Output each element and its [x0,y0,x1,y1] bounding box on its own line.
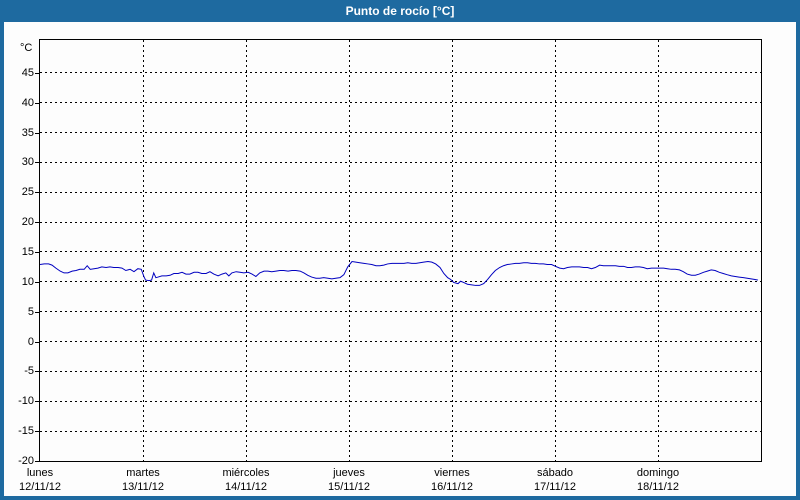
day-date: 15/11/12 [327,481,370,493]
x-day-label: martes 13/11/12 [88,466,198,494]
day-name: domingo [636,467,680,479]
day-date: 12/11/12 [18,481,61,493]
y-axis-tick [35,222,40,224]
y-tick-label: -15 [18,425,34,438]
plot-inner [40,40,761,461]
y-tick-label: 15 [21,245,34,258]
chart-canvas: °C 45 40 35 30 25 20 15 10 5 0 -5 -10 -15 -20 lunes 12… [4,22,796,496]
day-name: lunes [26,467,54,479]
v-gridline [451,40,453,461]
y-tick-label: 25 [21,186,34,199]
y-axis-tick [35,102,40,104]
h-gridline [40,221,761,223]
day-date: 16/11/12 [430,481,473,493]
v-gridline [142,40,144,461]
h-gridline [40,161,761,163]
day-date: 17/11/12 [533,481,576,493]
day-name: viernes [434,467,470,479]
v-gridline [348,40,350,461]
h-gridline [40,281,761,283]
v-gridline [657,40,659,461]
y-axis-tick [35,431,40,433]
y-tick-label: 30 [21,156,34,169]
y-axis-unit-label: °C [20,42,33,54]
x-day-label: domingo 18/11/12 [603,466,713,494]
y-axis-tick [35,341,40,343]
dewpoint-polyline [40,262,758,286]
day-name: martes [126,467,160,479]
x-day-label: lunes 12/11/12 [0,466,95,494]
day-name: sábado [536,467,574,479]
window-titlebar: Punto de rocío [°C] [0,0,800,22]
h-gridline [40,400,761,402]
day-name: miércoles [222,467,270,479]
y-tick-label: 20 [21,216,34,229]
day-date: 14/11/12 [224,481,267,493]
x-day-label: viernes 16/11/12 [397,466,507,494]
x-day-label: miércoles 14/11/12 [191,466,301,494]
h-gridline [40,251,761,253]
h-gridline [40,132,761,134]
y-tick-label: 10 [21,275,34,288]
window-title: Punto de rocío [°C] [345,4,455,18]
dewpoint-line-svg [40,40,761,461]
y-tick-label: 40 [21,96,34,109]
y-axis-tick [35,251,40,253]
y-tick-label: 5 [27,305,34,318]
y-axis-tick [35,162,40,164]
v-gridline [554,40,556,461]
plot-area [39,39,762,462]
y-axis-tick [35,401,40,403]
y-tick-label: 0 [27,335,34,348]
h-gridline [40,370,761,372]
h-gridline [40,430,761,432]
h-gridline [40,311,761,313]
y-axis-tick [35,281,40,283]
y-tick-label: -5 [24,365,34,378]
day-name: jueves [333,467,365,479]
h-gridline [40,102,761,104]
day-date: 13/11/12 [121,481,164,493]
y-axis-tick [35,371,40,373]
h-gridline [40,72,761,74]
y-tick-label: -10 [18,395,34,408]
h-gridline [40,341,761,343]
y-tick-label: -20 [18,455,34,467]
y-tick-label: 45 [21,66,34,79]
y-axis-tick [35,72,40,74]
x-day-label: sábado 17/11/12 [500,466,610,494]
v-gridline [245,40,247,461]
day-date: 18/11/12 [636,481,679,493]
y-tick-label: 35 [21,126,34,139]
y-axis-tick [35,132,40,134]
x-day-label: jueves 15/11/12 [294,466,404,494]
y-axis-tick [35,461,40,462]
y-axis-tick [35,192,40,194]
y-axis-tick [35,311,40,313]
h-gridline [40,191,761,193]
